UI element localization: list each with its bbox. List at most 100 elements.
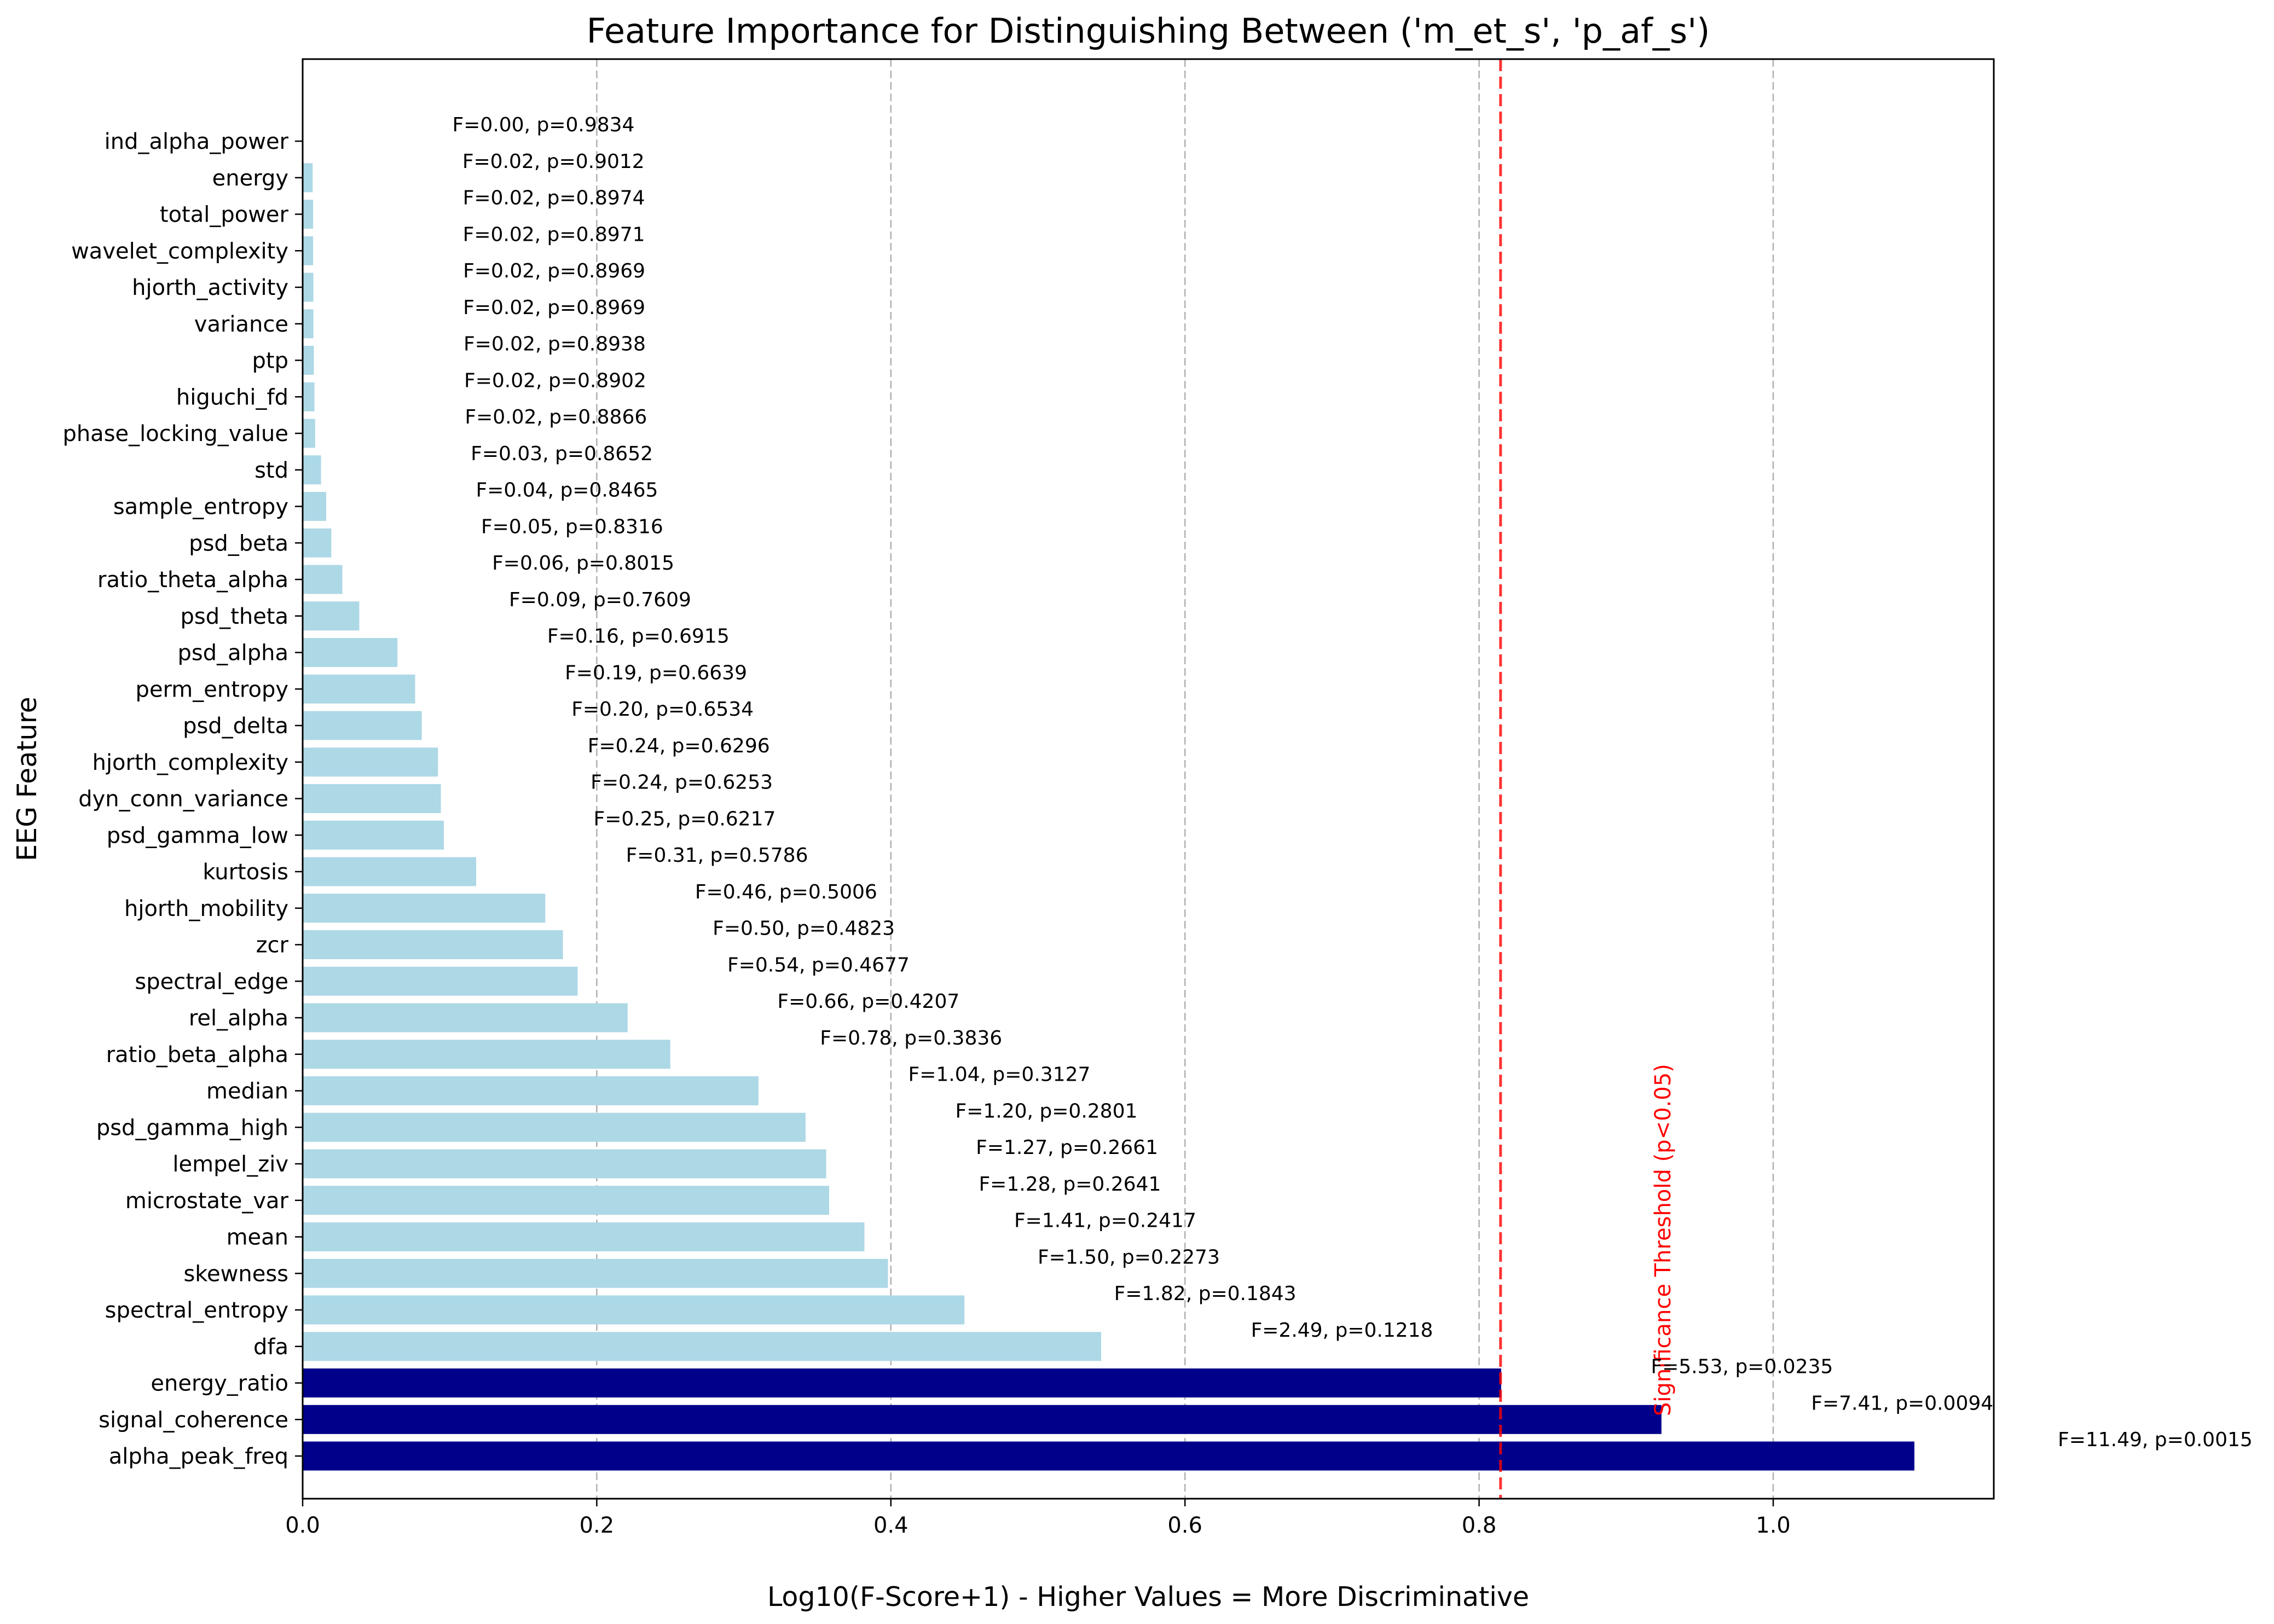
- y-tick-label-skewness: skewness: [183, 1261, 288, 1286]
- bar-zcr: [303, 930, 563, 959]
- bar-std: [303, 455, 321, 485]
- y-tick-label-psd_alpha: psd_alpha: [178, 641, 289, 666]
- y-tick-label-mean: mean: [227, 1225, 288, 1250]
- x-tick-label: 1.0: [1756, 1513, 1791, 1538]
- x-tick-label: 0.6: [1167, 1513, 1202, 1538]
- bar-ratio_beta_alpha: [303, 1040, 670, 1069]
- y-tick-label-zcr: zcr: [256, 933, 289, 958]
- y-tick-label-hjorth_mobility: hjorth_mobility: [124, 896, 288, 921]
- x-axis-ticks: 0.0 0.2 0.4 0.6 0.8 1.0: [285, 1499, 1791, 1538]
- y-tick-label-perm_entropy: perm_entropy: [136, 677, 288, 702]
- bar-signal_coherence: [303, 1405, 1662, 1434]
- bar-perm_entropy: [303, 674, 415, 704]
- y-tick-label-variance: variance: [194, 312, 288, 337]
- bar-lempel_ziv: [303, 1149, 826, 1179]
- value-label-dyn_conn_variance: F=0.24, p=0.6253: [591, 772, 773, 794]
- value-label-spectral_edge: F=0.54, p=0.4677: [727, 954, 910, 976]
- bar-psd_gamma_high: [303, 1112, 806, 1142]
- value-label-phase_locking_value: F=0.02, p=0.8866: [465, 406, 647, 428]
- value-label-hjorth_complexity: F=0.24, p=0.6296: [588, 735, 770, 757]
- bar-total_power: [303, 200, 314, 229]
- bar-psd_delta: [303, 711, 422, 740]
- bar-ratio_theta_alpha: [303, 565, 343, 594]
- bar-psd_beta: [303, 528, 332, 558]
- plot-frame: [302, 58, 1995, 1500]
- bar-spectral_entropy: [303, 1295, 965, 1325]
- value-label-microstate_var: F=1.28, p=0.2641: [979, 1173, 1161, 1196]
- value-label-ratio_beta_alpha: F=0.78, p=0.3836: [820, 1027, 1002, 1049]
- value-label-total_power: F=0.02, p=0.8974: [463, 187, 645, 210]
- bar-microstate_var: [303, 1186, 829, 1215]
- value-labels: F=0.00, p=0.9834 F=0.02, p=0.9012 F=0.02, …: [453, 114, 2253, 1451]
- value-label-hjorth_activity: F=0.02, p=0.8969: [463, 260, 645, 282]
- bar-psd_gamma_low: [303, 820, 444, 850]
- value-label-dfa: F=2.49, p=0.1218: [1251, 1319, 1433, 1342]
- value-label-ratio_theta_alpha: F=0.06, p=0.8015: [492, 552, 674, 575]
- value-label-zcr: F=0.50, p=0.4823: [713, 918, 895, 940]
- value-label-median: F=1.04, p=0.3127: [909, 1064, 1091, 1086]
- value-label-alpha_peak_freq: F=11.49, p=0.0015: [2058, 1429, 2253, 1451]
- y-tick-label-alpha_peak_freq: alpha_peak_freq: [109, 1444, 288, 1469]
- value-label-psd_delta: F=0.20, p=0.6534: [571, 698, 754, 721]
- value-label-signal_coherence: F=7.41, p=0.0094: [1811, 1392, 1993, 1414]
- y-tick-label-dyn_conn_variance: dyn_conn_variance: [78, 787, 288, 812]
- bar-skewness: [303, 1258, 888, 1288]
- y-tick-label-energy: energy: [212, 166, 288, 191]
- bar-ptp: [303, 346, 314, 375]
- value-label-skewness: F=1.50, p=0.2273: [1038, 1246, 1220, 1268]
- value-label-ind_alpha_power: F=0.00, p=0.9834: [453, 114, 635, 136]
- y-tick-label-ratio_theta_alpha: ratio_theta_alpha: [97, 567, 288, 593]
- y-tick-label-psd_gamma_low: psd_gamma_low: [107, 823, 288, 848]
- y-tick-label-psd_theta: psd_theta: [181, 604, 288, 629]
- value-label-perm_entropy: F=0.19, p=0.6639: [565, 662, 747, 684]
- bar-hjorth_activity: [303, 272, 314, 302]
- bar-psd_alpha: [303, 638, 398, 667]
- y-tick-label-sample_entropy: sample_entropy: [113, 495, 288, 520]
- threshold-group: Significance Threshold (p<0.05): [1499, 59, 1676, 1499]
- value-label-psd_theta: F=0.09, p=0.7609: [509, 589, 691, 611]
- value-label-kurtosis: F=0.31, p=0.5786: [626, 844, 808, 867]
- y-tick-label-psd_delta: psd_delta: [183, 714, 288, 739]
- bar-psd_theta: [303, 601, 360, 631]
- y-tick-label-lempel_ziv: lempel_ziv: [172, 1152, 288, 1177]
- bar-dfa: [303, 1332, 1102, 1361]
- value-label-std: F=0.03, p=0.8652: [471, 443, 653, 465]
- bar-median: [303, 1076, 759, 1105]
- x-tick-label: 0.4: [873, 1513, 909, 1538]
- y-tick-label-spectral_entropy: spectral_entropy: [105, 1298, 288, 1323]
- value-label-energy_ratio: F=5.53, p=0.0235: [1651, 1356, 1833, 1378]
- bar-kurtosis: [303, 857, 477, 886]
- bar-dyn_conn_variance: [303, 784, 441, 813]
- value-label-spectral_entropy: F=1.82, p=0.1843: [1114, 1283, 1297, 1305]
- y-tick-label-psd_gamma_high: psd_gamma_high: [96, 1115, 288, 1140]
- bars: [303, 163, 1914, 1471]
- bar-higuchi_fd: [303, 382, 315, 411]
- value-label-psd_gamma_low: F=0.25, p=0.6217: [593, 808, 776, 830]
- value-label-variance: F=0.02, p=0.8969: [463, 297, 645, 319]
- value-label-rel_alpha: F=0.66, p=0.4207: [777, 990, 959, 1013]
- x-tick-label: 0.0: [285, 1513, 320, 1538]
- bar-spectral_edge: [303, 966, 578, 996]
- value-label-mean: F=1.41, p=0.2417: [1014, 1210, 1196, 1232]
- value-label-lempel_ziv: F=1.27, p=0.2661: [976, 1136, 1158, 1159]
- x-tick-label: 0.8: [1462, 1513, 1497, 1538]
- value-label-energy: F=0.02, p=0.9012: [462, 150, 645, 173]
- y-tick-label-hjorth_complexity: hjorth_complexity: [92, 750, 288, 775]
- value-label-wavelet_complexity: F=0.02, p=0.8971: [463, 223, 645, 246]
- y-tick-label-signal_coherence: signal_coherence: [99, 1407, 288, 1432]
- x-tick-label: 0.2: [580, 1513, 615, 1538]
- bar-mean: [303, 1222, 865, 1251]
- bar-energy: [303, 163, 313, 193]
- value-label-ptp: F=0.02, p=0.8938: [464, 333, 646, 356]
- y-tick-label-wavelet_complexity: wavelet_complexity: [71, 239, 288, 264]
- y-tick-label-spectral_edge: spectral_edge: [135, 969, 288, 994]
- bar-wavelet_complexity: [303, 236, 314, 265]
- value-label-psd_gamma_high: F=1.20, p=0.2801: [955, 1100, 1137, 1122]
- y-tick-label-ind_alpha_power: ind_alpha_power: [105, 129, 289, 154]
- bar-alpha_peak_freq: [303, 1441, 1914, 1471]
- y-tick-label-psd_beta: psd_beta: [189, 531, 288, 556]
- y-tick-label-std: std: [254, 458, 288, 483]
- y-tick-label-kurtosis: kurtosis: [202, 860, 288, 885]
- y-tick-label-dfa: dfa: [253, 1335, 288, 1360]
